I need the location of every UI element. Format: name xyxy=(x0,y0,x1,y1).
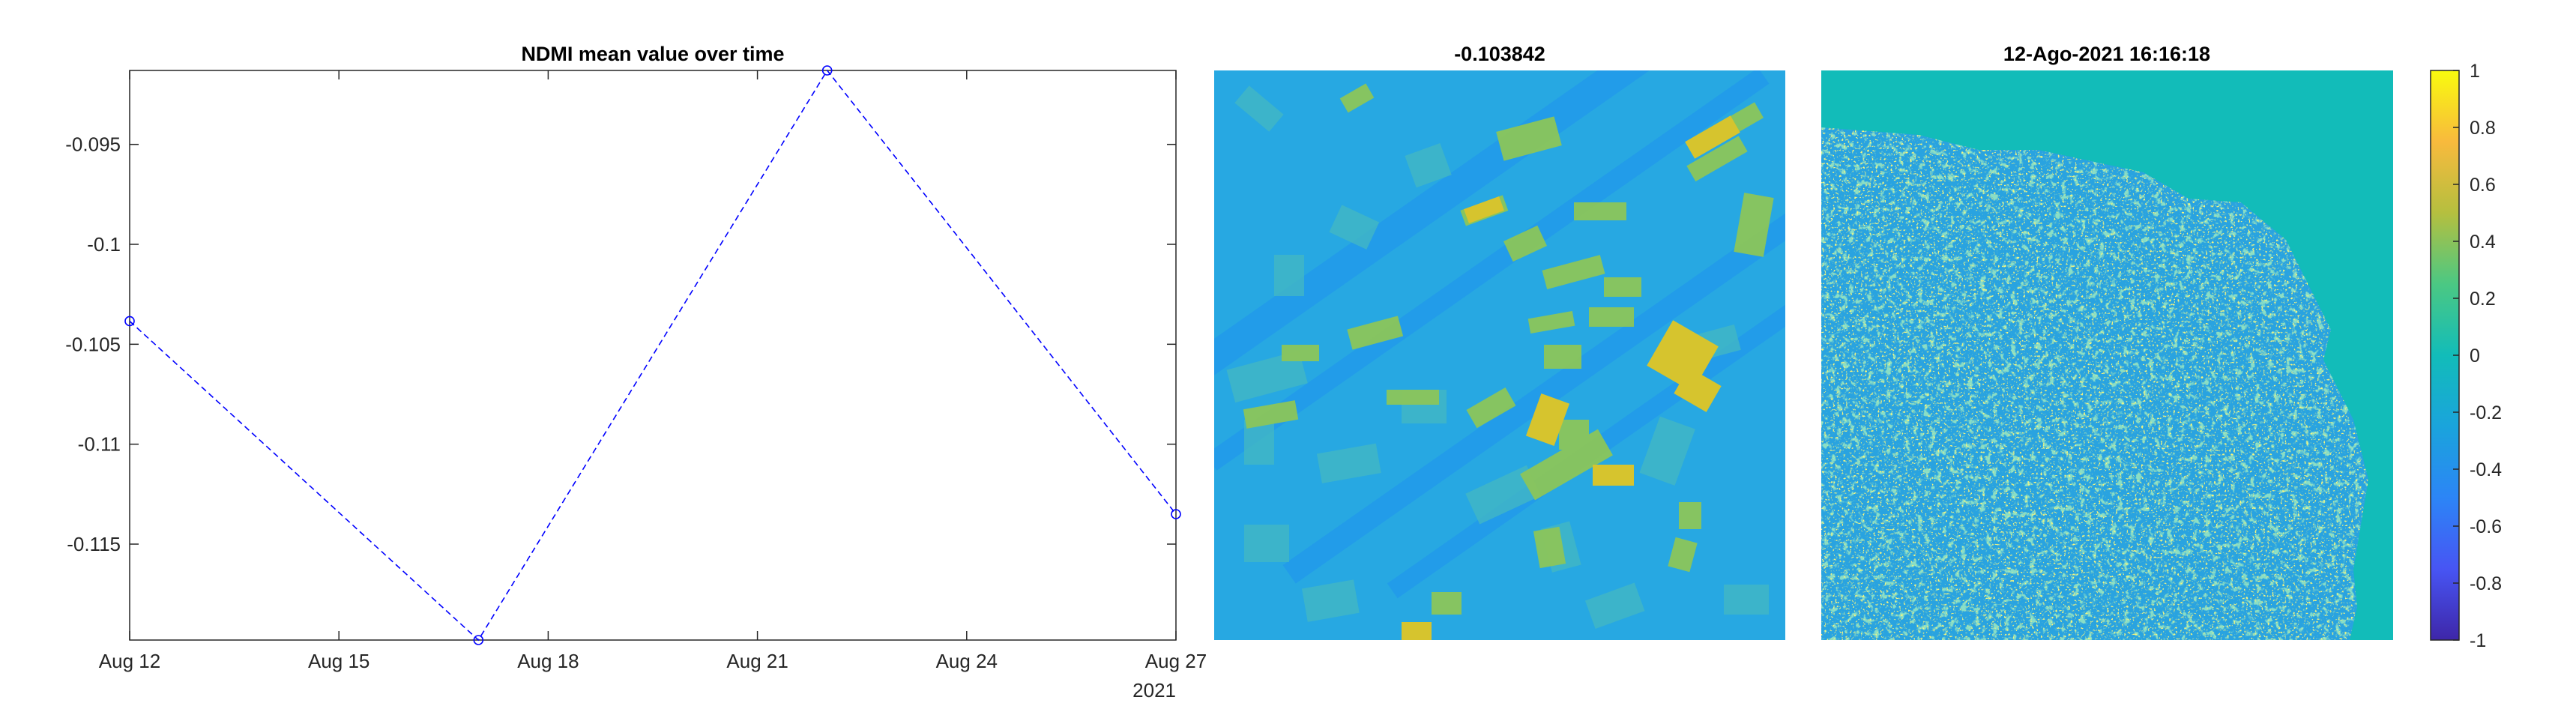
image2-raster xyxy=(1821,70,2393,640)
chart1-title: NDMI mean value over time xyxy=(521,43,784,65)
colorbar-tick-label: 0.8 xyxy=(2470,118,2496,139)
y-tick-label: -0.1 xyxy=(87,233,121,256)
line-chart: NDMI mean value over time -0.115-0.11-0.… xyxy=(65,43,1207,702)
colorbar: 1 0.8 0.6 0.4 0.2 0 -0.2 -0.4 -0.6 -0.8 -1 xyxy=(2430,61,2502,651)
chart1-series xyxy=(124,65,1181,645)
colorbar-tick-label: 0.4 xyxy=(2470,232,2496,253)
data-point xyxy=(1171,509,1181,519)
data-point xyxy=(124,316,135,327)
x-tick-label: Aug 18 xyxy=(517,650,579,672)
y-tick-label: -0.11 xyxy=(78,433,121,456)
colorbar-tick-label: -0.4 xyxy=(2470,459,2502,480)
data-point xyxy=(473,635,484,645)
image1-title: -0.103842 xyxy=(1454,43,1545,65)
colorbar-tick-label: -0.6 xyxy=(2470,516,2502,537)
colorbar-tick-label: 0 xyxy=(2470,346,2480,366)
chart1-y-ticks: -0.115 -0.11 -0.105 -0.1 -0.095 xyxy=(65,133,1176,555)
x-tick-label: Aug 27 xyxy=(1145,650,1207,672)
colorbar-ticks: 1 0.8 0.6 0.4 0.2 0 -0.2 -0.4 -0.6 -0.8 -1 xyxy=(2453,61,2502,651)
colorbar-tick-label: 0.6 xyxy=(2470,175,2496,196)
y-tick-label: -0.105 xyxy=(65,333,121,355)
y-tick-label: -0.095 xyxy=(65,133,121,156)
series-line xyxy=(129,69,1177,642)
colorbar-tick-label: -0.2 xyxy=(2470,402,2502,423)
colorbar-tick-label: 0.2 xyxy=(2470,289,2496,310)
x-tick-label: Aug 24 xyxy=(936,650,998,672)
y-tick-label: -0.115 xyxy=(67,533,121,555)
chart1-x-ticks: Aug 12 Aug 15 Aug 18 Aug 21 Aug 24 Aug 27 xyxy=(99,70,1207,672)
x-tick-label: Aug 12 xyxy=(99,650,160,672)
x-tick-label: Aug 15 xyxy=(308,650,369,672)
image1-raster xyxy=(1214,70,1785,640)
colorbar-tick-label: 1 xyxy=(2470,61,2480,82)
image-panel-1: -0.103842 xyxy=(1214,43,1785,640)
data-point xyxy=(821,65,833,76)
x-tick-label: Aug 21 xyxy=(726,650,788,672)
colorbar-tick-label: -1 xyxy=(2470,630,2486,651)
colorbar-tick-label: -0.8 xyxy=(2470,573,2502,594)
chart1-x-secondary-label: 2021 xyxy=(1132,679,1176,702)
chart1-axes-box xyxy=(129,70,1177,641)
image2-title: 12-Ago-2021 16:16:18 xyxy=(2003,43,2210,65)
image-panel-2: 12-Ago-2021 16:16:18 xyxy=(1821,43,2393,640)
